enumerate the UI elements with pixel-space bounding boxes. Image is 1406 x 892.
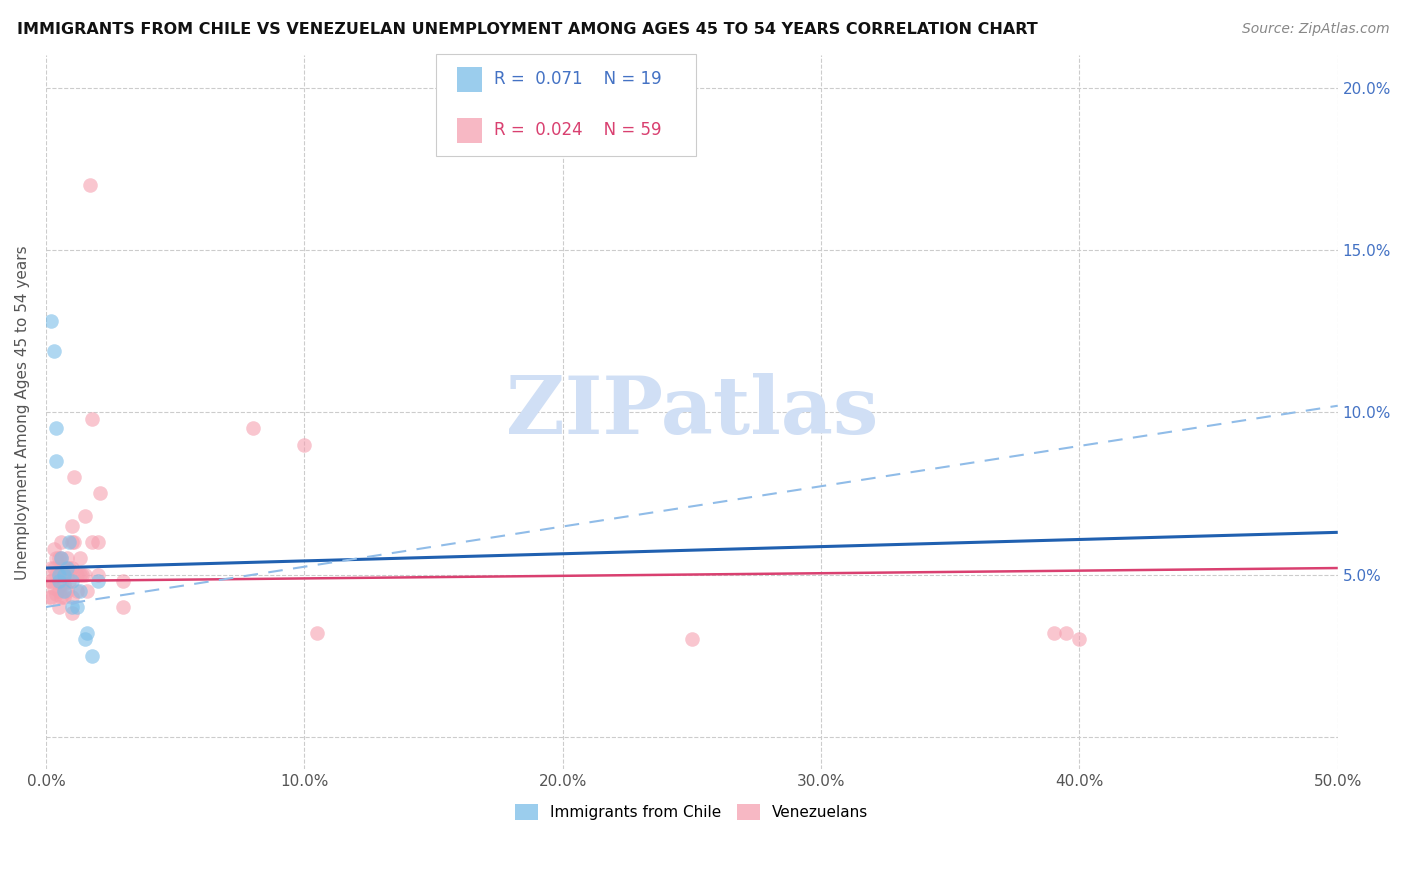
Point — [42, 581, 65, 595]
Point — [681, 632, 703, 647]
Point — [53, 591, 76, 605]
Point — [39, 591, 62, 605]
Point — [73, 632, 96, 647]
Point — [48, 583, 70, 598]
Point — [1042, 626, 1064, 640]
Point — [63, 535, 86, 549]
Point — [39, 574, 62, 588]
Point — [48, 551, 70, 566]
Text: Source: ZipAtlas.com: Source: ZipAtlas.com — [1241, 22, 1389, 37]
Point — [55, 583, 77, 598]
Point — [69, 583, 91, 598]
Point — [55, 567, 77, 582]
Point — [45, 551, 67, 566]
Point — [63, 470, 86, 484]
Point — [1056, 626, 1078, 640]
Point — [53, 577, 76, 591]
Point — [60, 591, 83, 605]
Point — [48, 574, 70, 588]
Point — [51, 567, 73, 582]
Point — [76, 583, 98, 598]
Point — [60, 607, 83, 621]
Point — [42, 561, 65, 575]
Point — [86, 535, 108, 549]
Point — [79, 178, 101, 192]
Point — [51, 551, 73, 566]
Point — [51, 551, 73, 566]
Point — [307, 626, 329, 640]
Point — [53, 567, 76, 582]
Point — [53, 561, 76, 575]
Point — [51, 535, 73, 549]
Point — [242, 421, 264, 435]
Point — [112, 574, 135, 588]
Point — [112, 599, 135, 614]
Point — [66, 599, 89, 614]
Point — [292, 438, 315, 452]
Point — [58, 561, 80, 575]
Point — [39, 314, 62, 328]
Point — [42, 541, 65, 556]
Point — [66, 583, 89, 598]
Point — [58, 574, 80, 588]
Point — [53, 567, 76, 582]
Text: ZIPatlas: ZIPatlas — [506, 373, 877, 451]
Point — [69, 567, 91, 582]
Text: IMMIGRANTS FROM CHILE VS VENEZUELAN UNEMPLOYMENT AMONG AGES 45 TO 54 YEARS CORRE: IMMIGRANTS FROM CHILE VS VENEZUELAN UNEM… — [17, 22, 1038, 37]
Point — [39, 561, 62, 575]
Legend: Immigrants from Chile, Venezuelans: Immigrants from Chile, Venezuelans — [509, 797, 875, 826]
Point — [86, 567, 108, 582]
Point — [58, 535, 80, 549]
Point — [60, 519, 83, 533]
Point — [45, 587, 67, 601]
Text: R =  0.071    N = 19: R = 0.071 N = 19 — [494, 70, 661, 88]
Point — [76, 626, 98, 640]
Point — [38, 574, 60, 588]
Point — [86, 574, 108, 588]
Point — [48, 567, 70, 582]
Point — [60, 535, 83, 549]
Point — [1069, 632, 1091, 647]
Point — [66, 567, 89, 582]
Point — [82, 648, 104, 663]
Point — [60, 599, 83, 614]
Point — [38, 591, 60, 605]
Point — [82, 411, 104, 425]
Text: R =  0.024    N = 59: R = 0.024 N = 59 — [494, 121, 661, 139]
Point — [55, 561, 77, 575]
Point — [42, 343, 65, 358]
Point — [69, 551, 91, 566]
Point — [73, 509, 96, 524]
Point — [73, 567, 96, 582]
Point — [45, 421, 67, 435]
Point — [45, 454, 67, 468]
Point — [89, 486, 111, 500]
Point — [60, 574, 83, 588]
Point — [82, 535, 104, 549]
Point — [60, 561, 83, 575]
Point — [51, 591, 73, 605]
Point — [53, 583, 76, 598]
Point — [51, 577, 73, 591]
Point — [48, 567, 70, 582]
Point — [45, 567, 67, 582]
Point — [48, 599, 70, 614]
Point — [55, 551, 77, 566]
Point — [70, 567, 93, 582]
Y-axis label: Unemployment Among Ages 45 to 54 years: Unemployment Among Ages 45 to 54 years — [15, 245, 30, 580]
